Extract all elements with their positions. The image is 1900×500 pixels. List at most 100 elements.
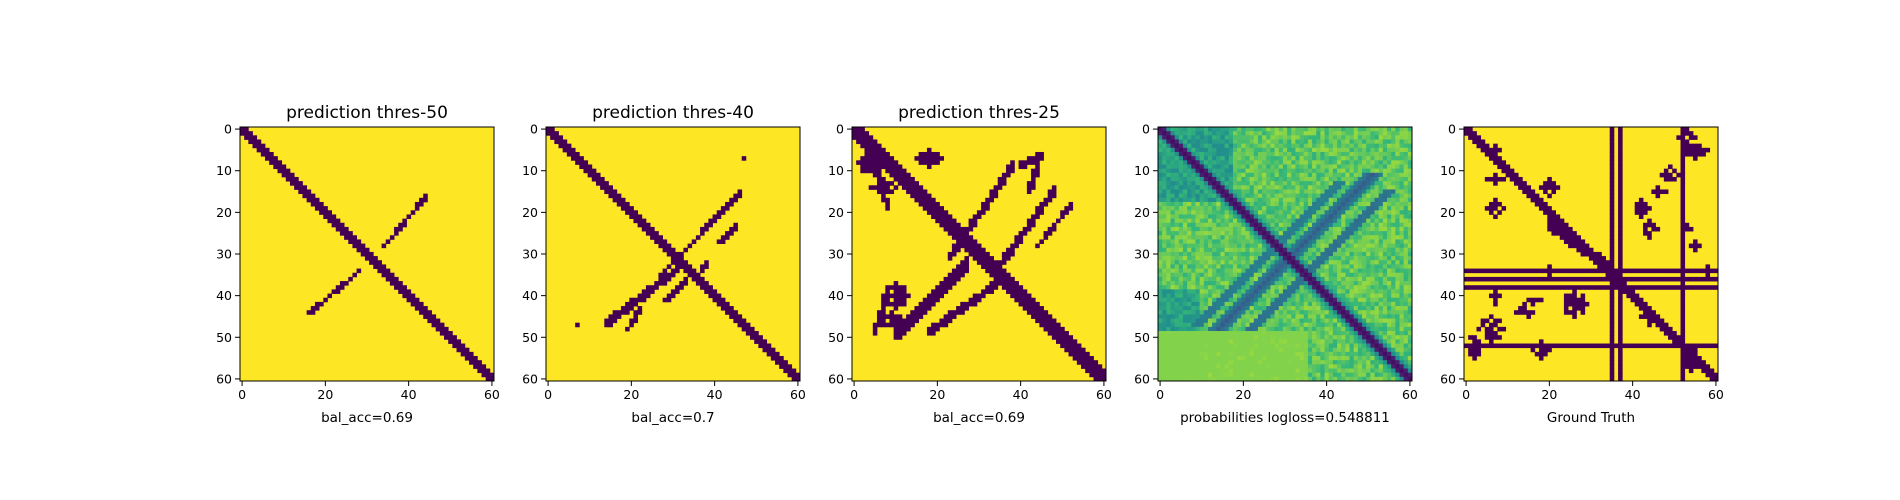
- heatmap-cell: [444, 335, 449, 340]
- heatmap-cell: [972, 297, 978, 303]
- heatmap-cell: [1047, 318, 1053, 324]
- heatmap-cell: [1349, 210, 1355, 215]
- heatmap-cell: [1337, 268, 1342, 274]
- heatmap-cell: [1191, 172, 1196, 178]
- heatmap-cell: [1212, 143, 1217, 149]
- heatmap-cell: [414, 206, 420, 211]
- heatmap-cell: [1341, 356, 1346, 361]
- heatmap-cell: [1316, 339, 1321, 344]
- heatmap-cell: [1158, 372, 1163, 378]
- heatmap-cell: [1249, 260, 1255, 265]
- heatmap-cell: [1328, 135, 1334, 140]
- heatmap-cell: [1162, 256, 1167, 261]
- heatmap-cell: [1337, 376, 1342, 381]
- heatmap-cell: [675, 256, 680, 261]
- heatmap-cell: [856, 160, 861, 165]
- heatmap-cell: [1387, 326, 1392, 332]
- heatmap-cell: [1174, 160, 1180, 165]
- heatmap-cell: [1320, 147, 1325, 153]
- heatmap-cell: [1382, 372, 1388, 378]
- heatmap-cell: [893, 164, 899, 170]
- heatmap-cell: [1320, 343, 1325, 349]
- heatmap-cell: [319, 206, 324, 211]
- heatmap-cell: [1266, 306, 1271, 311]
- heatmap-cell: [1324, 247, 1330, 253]
- heatmap-cell: [1316, 285, 1321, 290]
- heatmap-cell: [1303, 193, 1309, 199]
- heatmap-cell: [641, 218, 647, 224]
- heatmap-cell: [1391, 301, 1396, 307]
- heatmap-cell: [989, 260, 994, 265]
- heatmap-cell: [1022, 160, 1028, 165]
- heatmap-cell: [1287, 372, 1292, 378]
- heatmap-cell: [1291, 364, 1296, 369]
- heatmap-cell: [695, 276, 701, 282]
- heatmap-cell: [1253, 193, 1259, 199]
- heatmap-cell: [1382, 231, 1388, 236]
- heatmap-cell: [1399, 172, 1405, 178]
- heatmap-cell: [1287, 301, 1292, 307]
- heatmap-cell: [1199, 368, 1205, 374]
- heatmap-cell: [1266, 276, 1271, 282]
- heatmap-cell: [1395, 185, 1400, 190]
- heatmap-cell: [1282, 331, 1288, 336]
- heatmap-cell: [1374, 256, 1380, 261]
- heatmap-cell: [889, 318, 895, 324]
- heatmap-cell: [323, 214, 328, 219]
- heatmap-cell: [1320, 189, 1325, 195]
- heatmap-cell: [1387, 214, 1392, 219]
- heatmap-cell: [733, 193, 738, 199]
- heatmap-cell: [1207, 176, 1213, 182]
- heatmap-cell: [1241, 143, 1246, 149]
- heatmap-cell: [1316, 326, 1321, 332]
- heatmap-cell: [1303, 168, 1309, 174]
- heatmap-cell: [1382, 135, 1388, 140]
- heatmap-cell: [1224, 185, 1230, 190]
- heatmap-cell: [1307, 301, 1313, 307]
- heatmap-cell: [1195, 322, 1201, 328]
- heatmap-cell: [1216, 343, 1221, 349]
- heatmap-cell: [1199, 268, 1205, 274]
- heatmap-cell: [1316, 368, 1321, 374]
- heatmap-cell: [1195, 272, 1201, 278]
- heatmap-cell: [1316, 314, 1321, 319]
- heatmap-cell: [1357, 260, 1363, 265]
- heatmap-cell: [1341, 197, 1346, 203]
- heatmap-cell: [546, 131, 551, 136]
- heatmap-cell: [1035, 210, 1040, 215]
- heatmap-cell: [1378, 372, 1384, 378]
- heatmap-cell: [964, 243, 969, 249]
- heatmap-cell: [1232, 351, 1238, 357]
- heatmap-cell: [1316, 197, 1321, 203]
- heatmap-cell: [889, 168, 895, 174]
- heatmap-cell: [489, 376, 494, 381]
- heatmap-cell: [1370, 239, 1375, 244]
- heatmap-cell: [1207, 360, 1213, 365]
- heatmap-cell: [1299, 143, 1305, 149]
- heatmap-cell: [314, 206, 320, 211]
- heatmap-cell: [662, 297, 668, 303]
- heatmap-cell: [1303, 264, 1309, 269]
- heatmap-cell: [1337, 239, 1342, 244]
- heatmap-cell: [1182, 256, 1188, 261]
- heatmap-cell: [876, 172, 882, 178]
- heatmap-cell: [922, 297, 928, 303]
- heatmap-cell: [314, 301, 320, 307]
- heatmap-cell: [1278, 206, 1284, 211]
- heatmap-cell: [1191, 314, 1196, 319]
- heatmap-cell: [1224, 281, 1230, 286]
- heatmap-cell: [1228, 310, 1234, 315]
- heatmap-cell: [1162, 181, 1167, 186]
- heatmap-cell: [1166, 197, 1171, 203]
- heatmap-cell: [1278, 310, 1284, 315]
- heatmap-cell: [1349, 376, 1355, 381]
- heatmap-cell: [1182, 281, 1188, 286]
- heatmap-cell: [1328, 201, 1334, 207]
- heatmap-cell: [252, 143, 258, 149]
- heatmap-cell: [1270, 197, 1275, 203]
- heatmap-cell: [1257, 306, 1263, 311]
- heatmap-cell: [1212, 364, 1217, 369]
- heatmap-cell: [1207, 268, 1213, 274]
- heatmap-cell: [1266, 239, 1271, 244]
- heatmap-cell: [1174, 247, 1180, 253]
